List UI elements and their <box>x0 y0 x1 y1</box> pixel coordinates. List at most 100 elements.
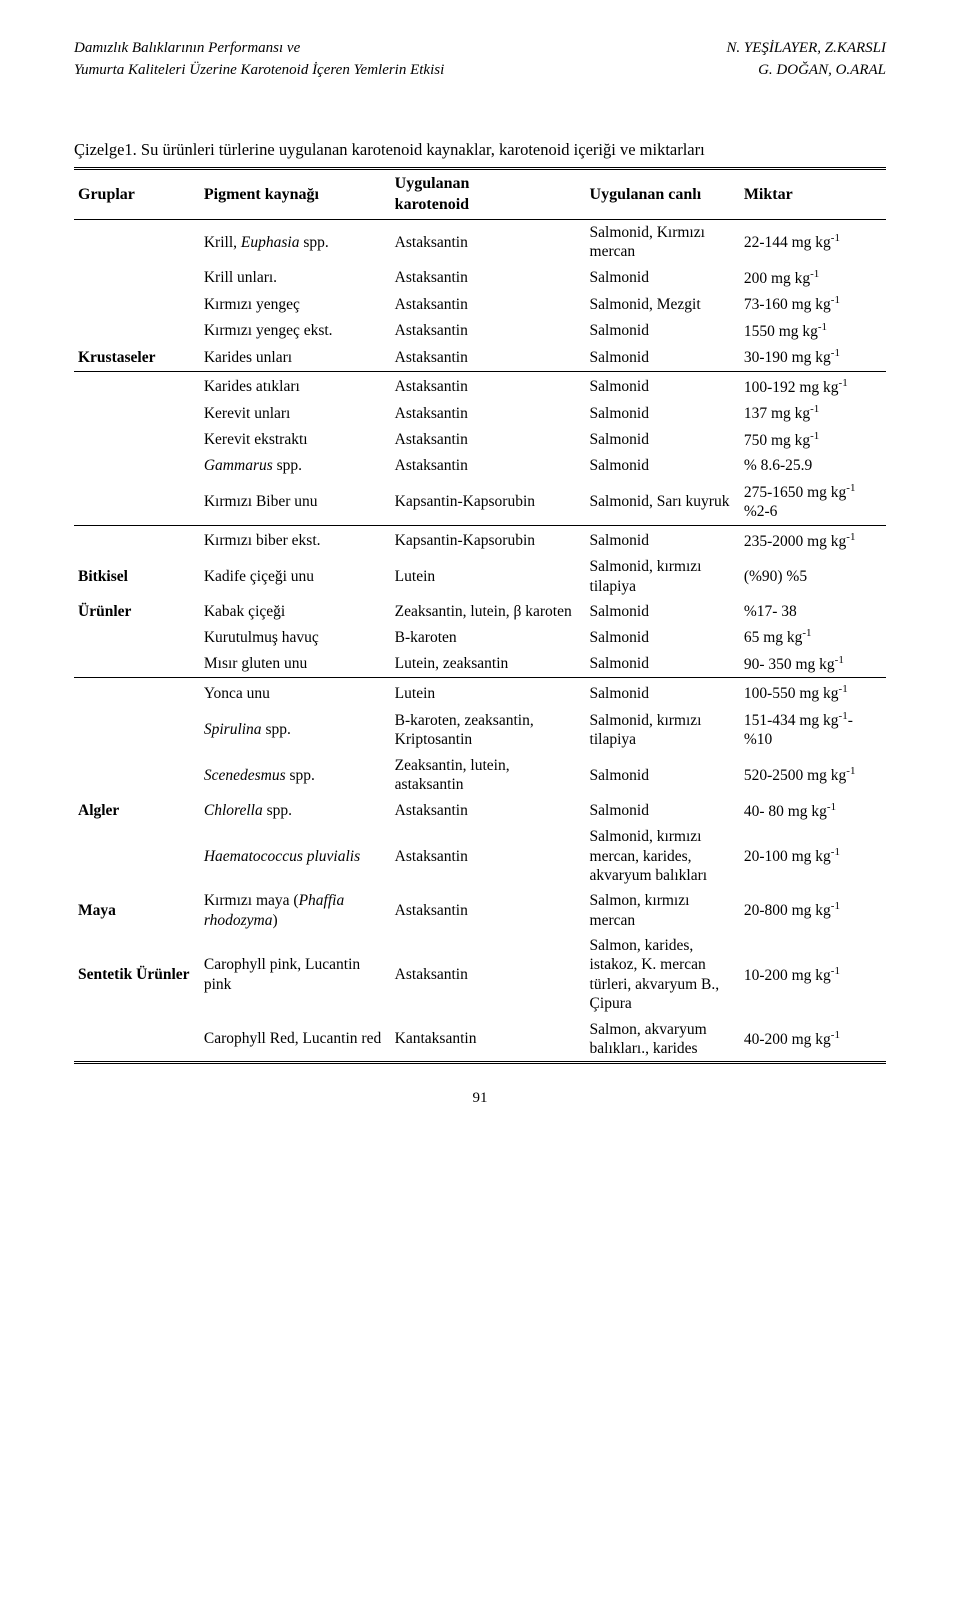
cell-source: Yonca unu <box>200 678 391 707</box>
table-row: Krill unları.AstaksantinSalmonid200 mg k… <box>74 265 886 292</box>
cell-applied: Salmonid, kırmızı tilapiya <box>586 707 740 753</box>
cell-source: Karides atıkları <box>200 371 391 400</box>
cell-carotenoid: Zeaksantin, lutein, astaksantin <box>391 753 586 798</box>
cell-carotenoid: Lutein, zeaksantin <box>391 651 586 678</box>
cell-group <box>74 371 200 400</box>
cell-carotenoid: Kapsantin-Kapsorubin <box>391 479 586 525</box>
table-row: Yonca unuLuteinSalmonid100-550 mg kg-1 <box>74 678 886 707</box>
cell-source: Kerevit unları <box>200 400 391 427</box>
cell-group <box>74 291 200 318</box>
cell-source: Mısır gluten unu <box>200 651 391 678</box>
cell-amount: 235-2000 mg kg-1 <box>740 525 886 554</box>
cell-amount: 90- 350 mg kg-1 <box>740 651 886 678</box>
cell-carotenoid: Kantaksantin <box>391 1017 586 1063</box>
cell-group <box>74 400 200 427</box>
cell-amount: 520-2500 mg kg-1 <box>740 753 886 798</box>
header-right-line2: G. DOĞAN, O.ARAL <box>758 60 886 80</box>
cell-group <box>74 824 200 888</box>
cell-amount: 275-1650 mg kg-1 %2-6 <box>740 479 886 525</box>
table-row: Kerevit unlarıAstaksantinSalmonid137 mg … <box>74 400 886 427</box>
cell-group: Ürünler <box>74 599 200 624</box>
cell-group <box>74 753 200 798</box>
table-row: Krill, Euphasia spp.AstaksantinSalmonid,… <box>74 219 886 264</box>
cell-applied: Salmonid <box>586 400 740 427</box>
cell-applied: Salmonid, kırmızı tilapiya <box>586 554 740 599</box>
cell-source: Haematococcus pluvialis <box>200 824 391 888</box>
cell-carotenoid: Lutein <box>391 678 586 707</box>
cell-carotenoid: Astaksantin <box>391 824 586 888</box>
cell-group <box>74 427 200 454</box>
table-row: KrustaselerKarides unlarıAstaksantinSalm… <box>74 344 886 371</box>
cell-group <box>74 453 200 478</box>
table-row: Kurutulmuş havuçB-karotenSalmonid65 mg k… <box>74 624 886 651</box>
cell-source: Kırmızı biber ekst. <box>200 525 391 554</box>
header-left-line2: Yumurta Kaliteleri Üzerine Karotenoid İç… <box>74 60 444 80</box>
cell-applied: Salmonid <box>586 318 740 345</box>
cell-amount: 65 mg kg-1 <box>740 624 886 651</box>
cell-applied: Salmonid <box>586 651 740 678</box>
cell-group <box>74 525 200 554</box>
cell-applied: Salmonid <box>586 344 740 371</box>
cell-source: Kerevit ekstraktı <box>200 427 391 454</box>
col-carotenoid: Uygulanankarotenoid <box>391 168 586 219</box>
cell-source: Kadife çiçeği unu <box>200 554 391 599</box>
table-row: ÜrünlerKabak çiçeğiZeaksantin, lutein, β… <box>74 599 886 624</box>
cell-source: Kırmızı yengeç ekst. <box>200 318 391 345</box>
cell-group: Maya <box>74 888 200 933</box>
cell-carotenoid: Astaksantin <box>391 798 586 825</box>
cell-source: Scenedesmus spp. <box>200 753 391 798</box>
table-row: AlglerChlorella spp.AstaksantinSalmonid4… <box>74 798 886 825</box>
table-row: Kırmızı biber ekst.Kapsantin-KapsorubinS… <box>74 525 886 554</box>
cell-applied: Salmonid <box>586 678 740 707</box>
cell-group <box>74 624 200 651</box>
table-row: Karides atıklarıAstaksantinSalmonid100-1… <box>74 371 886 400</box>
cell-applied: Salmon, akvaryum balıkları., karides <box>586 1017 740 1063</box>
cell-carotenoid: Astaksantin <box>391 427 586 454</box>
cell-carotenoid: Lutein <box>391 554 586 599</box>
table-row: Scenedesmus spp.Zeaksantin, lutein, asta… <box>74 753 886 798</box>
cell-group <box>74 479 200 525</box>
cell-source: Krill unları. <box>200 265 391 292</box>
cell-group <box>74 678 200 707</box>
col-amount: Miktar <box>740 168 886 219</box>
cell-amount: 20-800 mg kg-1 <box>740 888 886 933</box>
cell-source: Karides unları <box>200 344 391 371</box>
table-row: Kırmızı yengeç ekst.AstaksantinSalmonid1… <box>74 318 886 345</box>
cell-amount: 40- 80 mg kg-1 <box>740 798 886 825</box>
cell-carotenoid: Astaksantin <box>391 888 586 933</box>
table-row: Sentetik ÜrünlerCarophyll pink, Lucantin… <box>74 933 886 1017</box>
cell-amount: 30-190 mg kg-1 <box>740 344 886 371</box>
cell-carotenoid: Astaksantin <box>391 453 586 478</box>
table-row: Haematococcus pluvialisAstaksantinSalmon… <box>74 824 886 888</box>
cell-amount: 200 mg kg-1 <box>740 265 886 292</box>
cell-group: Algler <box>74 798 200 825</box>
cell-carotenoid: Zeaksantin, lutein, β karoten <box>391 599 586 624</box>
table-row: Kırmızı Biber unuKapsantin-KapsorubinSal… <box>74 479 886 525</box>
cell-carotenoid: Astaksantin <box>391 344 586 371</box>
col-applied: Uygulanan canlı <box>586 168 740 219</box>
cell-carotenoid: Astaksantin <box>391 219 586 264</box>
cell-amount: 22-144 mg kg-1 <box>740 219 886 264</box>
cell-carotenoid: Astaksantin <box>391 400 586 427</box>
cell-amount: 137 mg kg-1 <box>740 400 886 427</box>
cell-amount: (%90) %5 <box>740 554 886 599</box>
cell-applied: Salmon, kırmızı mercan <box>586 888 740 933</box>
cell-carotenoid: Astaksantin <box>391 318 586 345</box>
cell-carotenoid: B-karoten, zeaksantin, Kriptosantin <box>391 707 586 753</box>
cell-source: Spirulina spp. <box>200 707 391 753</box>
cell-source: Kırmızı yengeç <box>200 291 391 318</box>
cell-applied: Salmonid, Mezgit <box>586 291 740 318</box>
cell-amount: 40-200 mg kg-1 <box>740 1017 886 1063</box>
cell-carotenoid: B-karoten <box>391 624 586 651</box>
cell-group: Sentetik Ürünler <box>74 933 200 1017</box>
cell-amount: 100-550 mg kg-1 <box>740 678 886 707</box>
cell-amount: 10-200 mg kg-1 <box>740 933 886 1017</box>
cell-source: Chlorella spp. <box>200 798 391 825</box>
table-row: Kerevit ekstraktıAstaksantinSalmonid750 … <box>74 427 886 454</box>
cell-applied: Salmonid, Sarı kuyruk <box>586 479 740 525</box>
table-body: Krill, Euphasia spp.AstaksantinSalmonid,… <box>74 219 886 1062</box>
cell-applied: Salmonid, Kırmızı mercan <box>586 219 740 264</box>
cell-applied: Salmonid <box>586 599 740 624</box>
col-source: Pigment kaynağı <box>200 168 391 219</box>
header-left-line1: Damızlık Balıklarının Performansı ve <box>74 38 300 58</box>
